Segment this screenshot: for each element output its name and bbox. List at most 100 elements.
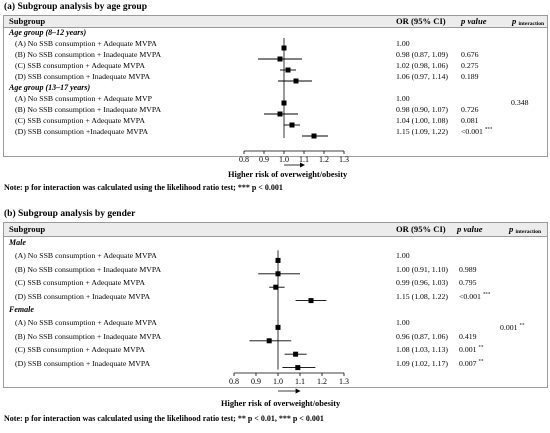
or-point — [277, 111, 283, 117]
p-value: 0.419 — [459, 332, 477, 341]
or-ci-text: 1.02 (0.98, 1.06) — [396, 61, 448, 70]
or-ci-text: 1.09 (1.02, 1.17) — [396, 358, 448, 368]
or-point — [281, 100, 287, 106]
or-ci-text: 1.04 (1.00, 1.08) — [396, 116, 448, 125]
group-label: Age group (8–12 years) — [9, 28, 87, 37]
row-label: (A) No SSB consumption + Adequate MVP — [15, 94, 152, 103]
panel-title: (a) Subgroup analysis by age group — [4, 2, 147, 12]
or-ci-text: 1.06 (0.97, 1.14) — [396, 72, 448, 81]
forest-plot: 0.8 0.9 1.0 1.1 1.2 1.3 — [239, 38, 349, 168]
table-row: (D) SSB consumption +Inadequate MVPA 1.15… — [4, 127, 547, 138]
table-row: (A) No SSB consumption + Adequate MVP 1.0… — [4, 94, 547, 105]
p-value: 0.001 ** — [459, 345, 484, 354]
table-row: (A) No SSB consumption + Adequate MVPA 1.… — [4, 251, 547, 264]
row-label: (C) SSB consumption + Adequate MVPA — [15, 345, 145, 355]
or-point — [295, 365, 301, 371]
significance-marker: ** — [478, 359, 484, 364]
table-row: (B) No SSB consumption + Inadequate MVPA… — [4, 105, 547, 116]
p-value-text: 0.795 — [459, 278, 477, 288]
p-value: 0.081 — [461, 116, 479, 125]
p-value-text: 0.001 — [459, 345, 477, 355]
x-tick-label: 1.0 — [279, 155, 289, 164]
or-ci-text: 1.00 — [396, 94, 410, 103]
header-p-value: p value — [461, 16, 487, 26]
or-point — [289, 122, 295, 128]
forest-plot: 0.8 0.9 1.0 1.1 1.2 1.3 — [229, 250, 349, 394]
or-ci-text: 0.99 (0.96, 1.03) — [396, 278, 448, 288]
table-row: (D) SSB consumption + Inadequate MVPA 1.0… — [4, 359, 547, 372]
or-point — [285, 67, 291, 73]
table-row: (C) SSB consumption + Adequate MVPA 1.08 … — [4, 345, 547, 358]
p-interaction-text: 0.348 — [511, 98, 529, 107]
significance-marker: *** — [482, 292, 491, 297]
or-point — [275, 257, 281, 263]
p-value-text: 0.419 — [459, 331, 477, 341]
table-row: (D) SSB consumption + Inadequate MVPA 1.0… — [4, 72, 547, 83]
or-point — [275, 324, 281, 330]
or-point — [308, 298, 314, 304]
header-p-interaction: p interaction — [509, 224, 542, 235]
p-value: 0.989 — [459, 265, 477, 274]
significance-marker: ** — [478, 345, 484, 351]
or-ci-text: 1.15 (1.09, 1.22) — [396, 127, 448, 136]
or-point — [293, 78, 299, 84]
header-p-interaction: p interaction — [512, 16, 545, 27]
group-label: Age group (13–17 years) — [9, 83, 91, 92]
table-row: (D) SSB consumption + Inadequate MVPA 1.1… — [4, 292, 547, 305]
row-label: (A) No SSB consumption + Adequate MVPA — [15, 39, 157, 48]
x-tick-label: 0.8 — [229, 377, 239, 386]
row-label: (D) SSB consumption +Inadequate MVPA — [15, 127, 149, 136]
table-row: (A) No SSB consumption + Adequate MVPA 1.… — [4, 318, 547, 331]
p-value: 0.726 — [461, 105, 479, 114]
or-ci-text: 0.98 (0.87, 1.09) — [396, 50, 448, 59]
footnote: Note: p for interaction was calculated u… — [4, 183, 283, 192]
x-tick-label: 0.8 — [239, 155, 249, 164]
p-value: 0.795 — [459, 278, 477, 287]
row-label: (B) No SSB consumption + Inadequate MVPA — [15, 105, 162, 114]
or-ci-text: 1.00 — [396, 39, 410, 48]
or-ci-text: 1.00 (0.91, 1.10) — [396, 264, 448, 274]
row-label: (C) SSB consumption + Adequate MVPA — [15, 116, 145, 125]
panel-title: (b) Subgroup analysis by gender — [4, 209, 136, 219]
row-label: (C) SSB consumption + Adequate MVPA — [15, 61, 145, 70]
x-tick-label: 0.9 — [259, 155, 269, 164]
axis-label: Higher risk of overweight/obesity — [228, 170, 348, 179]
forest-table: Subgroup OR (95% CI) p value p interacti… — [3, 15, 548, 168]
x-tick-label: 1.0 — [273, 377, 283, 386]
header-subgroup: Subgroup — [9, 16, 46, 26]
or-ci-text: 1.00 — [396, 318, 410, 328]
table-row: (B) No SSB consumption + Inadequate MVPA… — [4, 332, 547, 345]
row-label: (D) SSB consumption + Inadequate MVPA — [15, 291, 151, 301]
table-row: (C) SSB consumption + Adequate MVPA 0.99 … — [4, 278, 547, 291]
or-ci-text: 1.00 — [396, 251, 410, 261]
p-interaction-value: 0.001 ** — [500, 323, 525, 332]
row-label: (D) SSB consumption + Inadequate MVPA — [15, 358, 151, 368]
row-label: (B) No SSB consumption + Inadequate MVPA — [15, 264, 162, 274]
arrow-head-icon — [300, 162, 305, 168]
header-subgroup: Subgroup — [9, 224, 46, 234]
or-point — [273, 284, 279, 290]
or-point — [277, 56, 283, 62]
p-value-text: <0.001 — [459, 291, 481, 301]
header-or: OR (95% CI) — [396, 224, 446, 234]
x-tick-label: 1.1 — [299, 155, 309, 164]
p-value: <0.001 *** — [459, 292, 490, 301]
p-value: 0.007 ** — [459, 359, 484, 368]
panel-age-group: (a) Subgroup analysis by age group Subgr… — [0, 0, 550, 200]
p-value: 0.275 — [461, 61, 479, 70]
x-tick-label: 1.2 — [319, 155, 329, 164]
group-label: Male — [9, 238, 26, 247]
table-row: (C) SSB consumption + Adequate MVPA 1.02 … — [4, 61, 547, 72]
table-row: (B) No SSB consumption + Inadequate MVPA… — [4, 265, 547, 278]
p-value-text: 0.275 — [461, 61, 479, 70]
header-or: OR (95% CI) — [396, 16, 446, 26]
or-point — [266, 338, 272, 344]
p-value-text: 0.081 — [461, 116, 479, 125]
or-ci-text: 1.08 (1.03, 1.13) — [396, 345, 448, 355]
table-row: (C) SSB consumption + Adequate MVPA 1.04 … — [4, 116, 547, 127]
or-point — [311, 133, 317, 139]
table-header: Subgroup OR (95% CI) p value p interacti… — [4, 223, 547, 237]
table-row: (A) No SSB consumption + Adequate MVPA 1.… — [4, 39, 547, 50]
row-label: (C) SSB consumption + Adequate MVPA — [15, 278, 145, 288]
row-label: (B) No SSB consumption + Inadequate MVPA — [15, 50, 162, 59]
